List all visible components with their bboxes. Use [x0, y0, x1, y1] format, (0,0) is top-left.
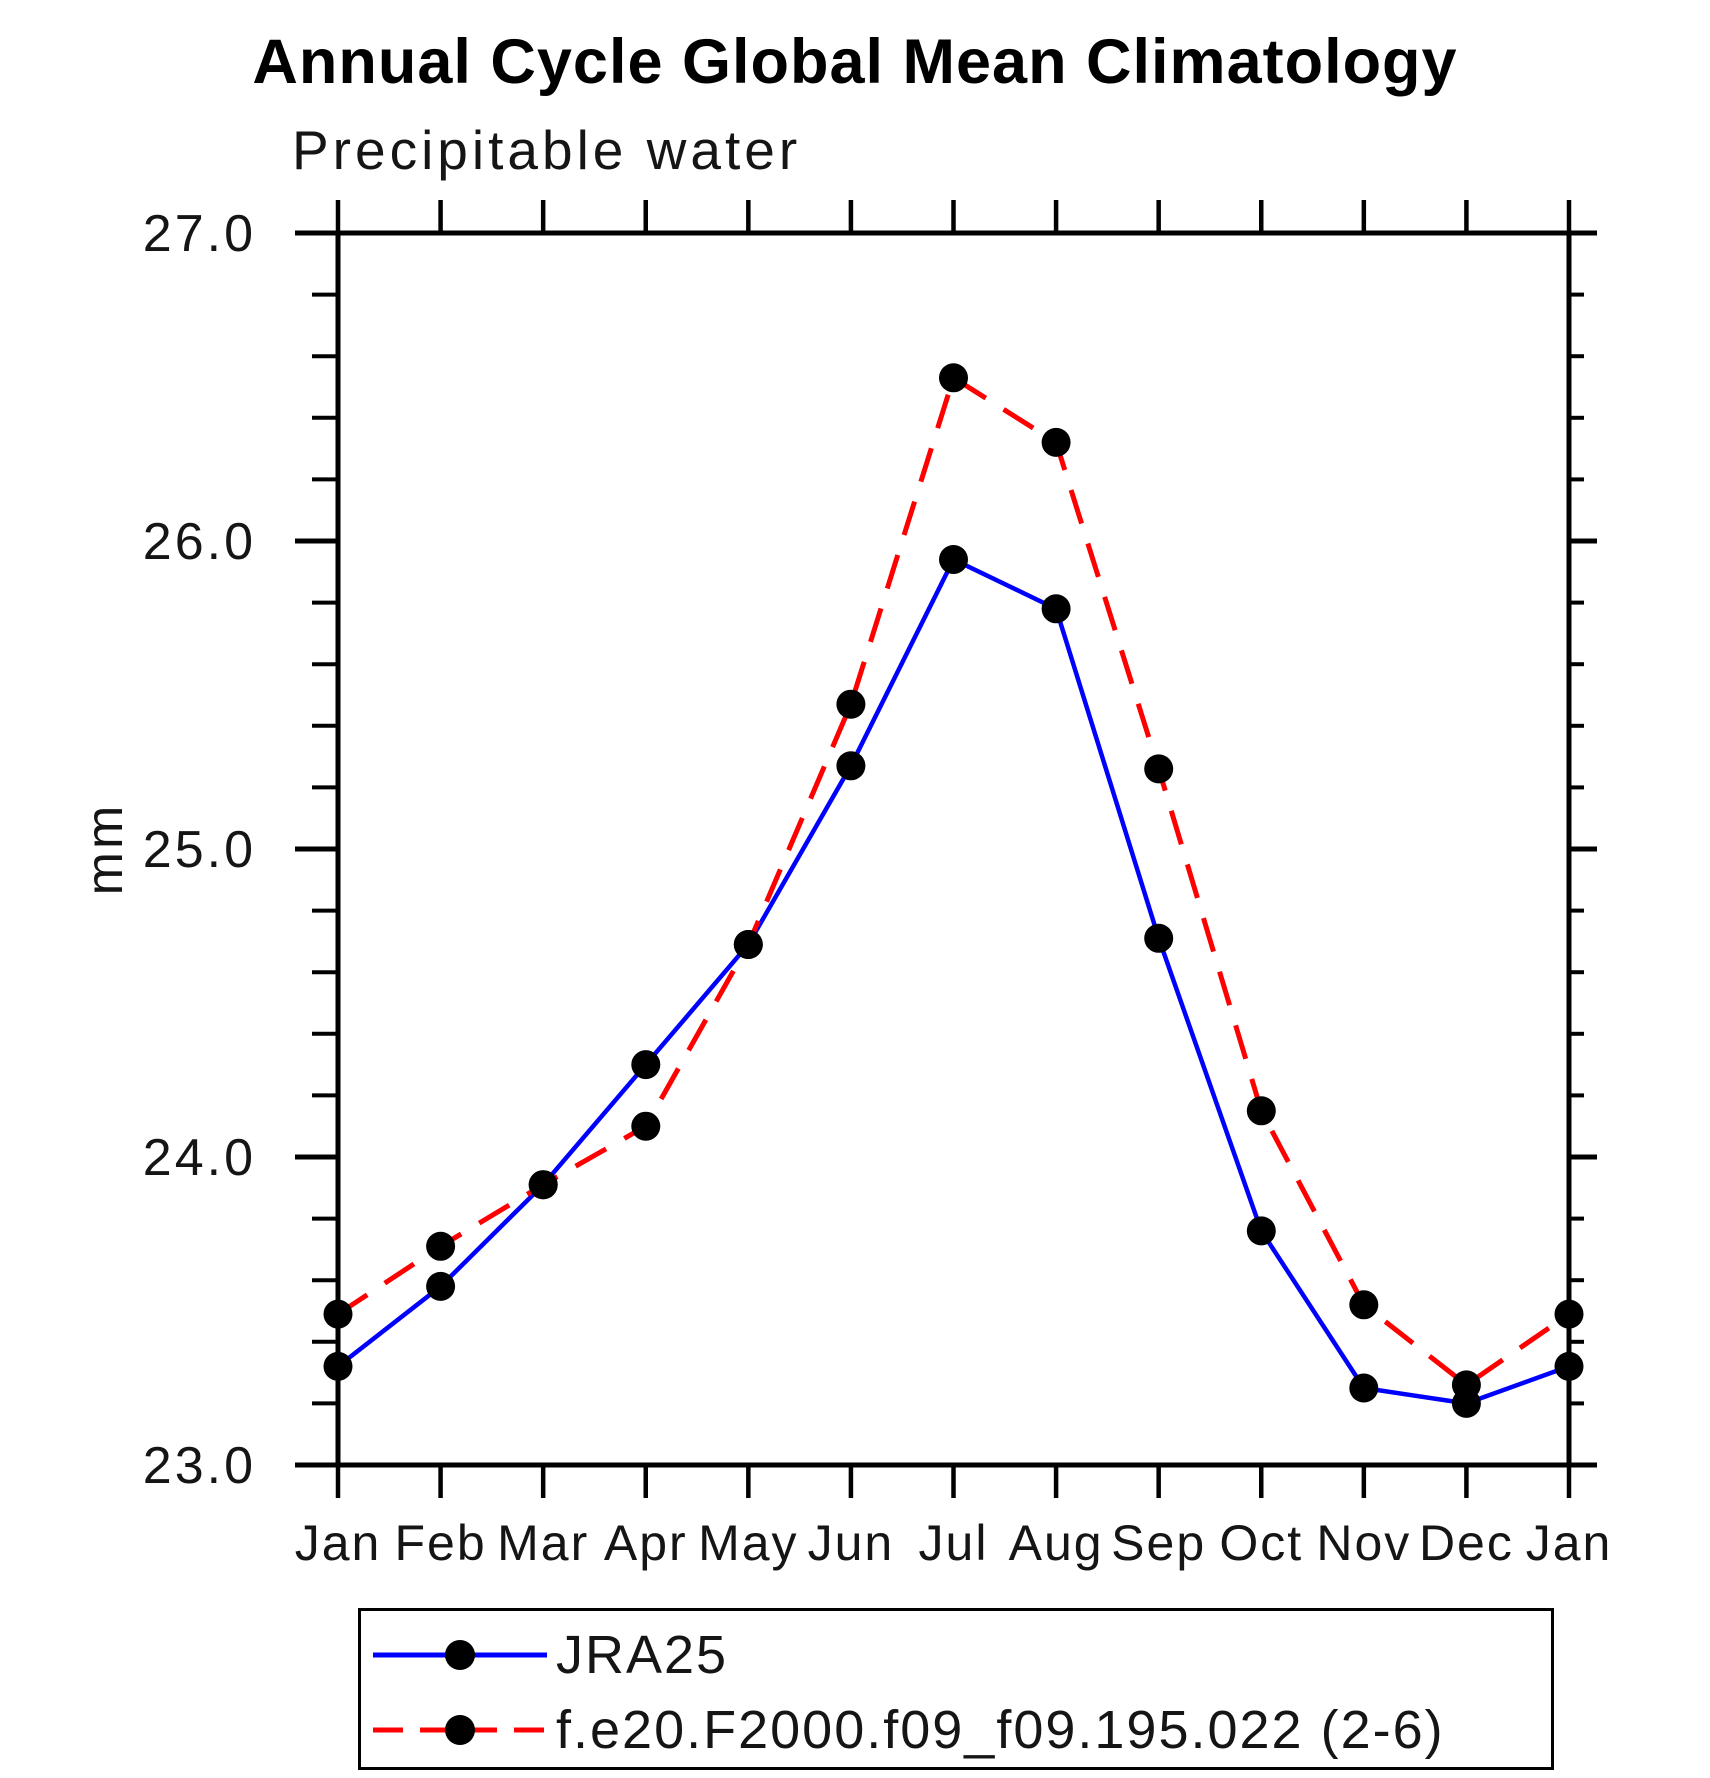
legend: JRA25 f.e20.F2000.f09_f09.195.022 (2-6)	[358, 1608, 1554, 1770]
y-axis-tick-label: 23.0	[143, 1437, 256, 1495]
legend-item-model: f.e20.F2000.f09_f09.195.022 (2-6)	[367, 1699, 1445, 1761]
data-point-marker	[1041, 594, 1071, 624]
plot-box	[335, 230, 1572, 1468]
data-point-marker	[426, 1231, 456, 1261]
x-axis-tick-label: Jan	[295, 1515, 382, 1571]
data-point-marker	[733, 930, 763, 959]
data-point-marker	[1246, 1096, 1276, 1126]
series-line-model	[336, 373, 1571, 1389]
x-axis-tick-label: Feb	[394, 1515, 486, 1571]
legend-label-model: f.e20.F2000.f09_f09.195.022 (2-6)	[556, 1700, 1445, 1760]
chart-subtitle: Precipitable water	[292, 119, 802, 181]
data-point-marker	[631, 1050, 661, 1080]
data-point-marker	[836, 689, 866, 719]
data-point-marker	[323, 1351, 353, 1381]
x-axis-tick-label: Aug	[1009, 1515, 1104, 1571]
legend-label-jra25: JRA25	[556, 1625, 729, 1685]
x-axis-tick-label: Oct	[1219, 1515, 1303, 1571]
data-point-marker	[631, 1111, 661, 1141]
series-line-jra25	[336, 556, 1570, 1406]
data-point-marker	[939, 545, 968, 574]
data-point-marker	[323, 1299, 353, 1329]
data-point-marker	[1144, 754, 1174, 784]
legend-marker-dot-icon	[445, 1640, 475, 1670]
data-point-marker	[836, 751, 866, 781]
data-point-marker	[1246, 1216, 1276, 1246]
data-point-marker	[1041, 427, 1071, 457]
legend-line-sample-solid	[373, 1640, 547, 1670]
y-axis-tick-label: 25.0	[143, 821, 256, 879]
data-point-marker	[426, 1271, 456, 1301]
legend-item-jra25: JRA25	[367, 1624, 728, 1686]
data-point-marker	[1349, 1290, 1379, 1320]
data-point-marker	[1554, 1351, 1584, 1381]
data-point-marker	[1144, 923, 1174, 953]
x-axis-tick-label: Mar	[497, 1515, 589, 1571]
legend-line-sample-dashed	[373, 1715, 547, 1745]
x-axis-tick-label: Jan	[1526, 1515, 1613, 1571]
x-axis-tick-label: Jun	[808, 1515, 895, 1571]
data-point-marker	[528, 1170, 558, 1200]
x-axis-tick-label: Sep	[1111, 1515, 1206, 1571]
x-axis-tick-label: May	[698, 1515, 798, 1571]
x-axis-tick-label: Jul	[919, 1515, 989, 1571]
x-axis-tick-label: Dec	[1419, 1515, 1514, 1571]
data-point-marker	[939, 363, 968, 393]
x-axis-tick-label: Apr	[604, 1515, 688, 1571]
data-point-marker	[1451, 1370, 1481, 1400]
y-axis-tick-label: 26.0	[143, 513, 256, 571]
y-axis-tick-label: 24.0	[143, 1129, 256, 1187]
data-point-marker	[1554, 1299, 1584, 1329]
legend-marker-dot-icon	[445, 1715, 475, 1745]
chart-title: Annual Cycle Global Mean Climatology	[252, 27, 1458, 97]
data-point-marker	[1349, 1373, 1379, 1403]
y-axis-tick-label: 27.0	[143, 205, 256, 263]
x-axis-tick-label: Nov	[1316, 1515, 1411, 1571]
